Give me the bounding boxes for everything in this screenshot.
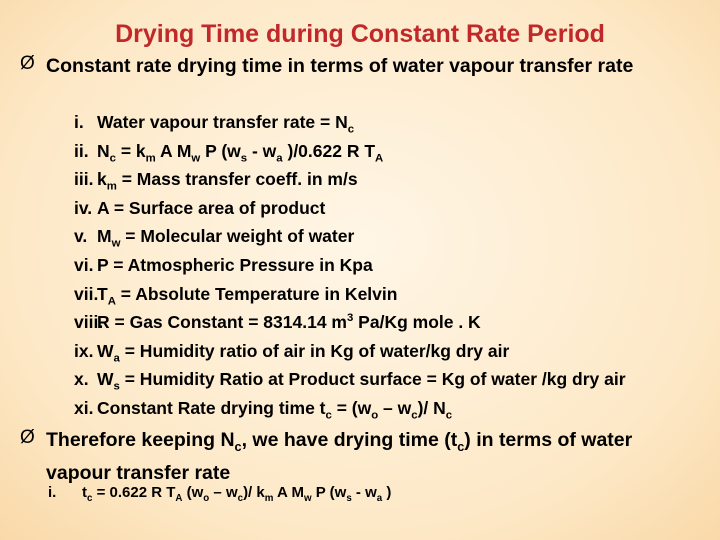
- text-run: = 0.622 R T: [92, 484, 176, 501]
- item-text: Constant Rate drying time tc = (wo – wc)…: [97, 398, 452, 422]
- item-text: Ws = Humidity Ratio at Product surface =…: [97, 369, 626, 393]
- text-run: (w: [182, 484, 204, 501]
- text-run: , we have drying time (t: [241, 429, 458, 451]
- text-run: Therefore keeping N: [46, 429, 235, 451]
- text-run: k: [97, 169, 107, 190]
- item-number: i.: [74, 112, 84, 132]
- item-number: viii.: [74, 312, 104, 333]
- bullet-arrow: Ø: [20, 427, 35, 448]
- subscript: a: [113, 352, 120, 365]
- subscript: c: [87, 493, 93, 504]
- text-run: = Molecular weight of water: [120, 226, 355, 247]
- subscript: c: [411, 409, 418, 422]
- text-run: M: [97, 226, 112, 247]
- text-run: = Absolute Temperature in Kelvin: [115, 283, 398, 304]
- subscript: w: [111, 237, 121, 250]
- text-run: T: [97, 283, 108, 304]
- subscript: A: [175, 493, 183, 504]
- item-number: iv.: [74, 197, 93, 218]
- subscript: A: [375, 152, 384, 165]
- item-number: v.: [74, 226, 88, 247]
- text-run: ): [382, 484, 392, 501]
- text-run: = (w: [331, 398, 372, 418]
- subscript: s: [346, 493, 352, 504]
- text-run: P (w: [311, 484, 347, 501]
- subscript: a: [376, 493, 383, 504]
- item-text: P = Atmospheric Pressure in Kpa: [97, 255, 373, 276]
- item-text: TA = Absolute Temperature in Kelvin: [97, 284, 397, 308]
- text-run: - w: [351, 484, 377, 501]
- slide-title: Drying Time during Constant Rate Period: [115, 20, 605, 48]
- item-text: Nc = km A Mw P (ws - wa )/0.622 R TA: [97, 141, 383, 165]
- text-run: Constant Rate drying time t: [97, 398, 326, 418]
- text-run: A M: [273, 484, 304, 501]
- subscript: m: [264, 493, 274, 504]
- item-number: ix.: [74, 340, 94, 361]
- subscript: c: [109, 152, 116, 165]
- subscript: c: [237, 493, 244, 504]
- item-number: i.: [48, 484, 57, 501]
- text-run: P (w: [200, 140, 241, 161]
- text-run: Water vapour transfer rate = N: [97, 112, 348, 132]
- text-run: A = Surface area of product: [97, 197, 326, 218]
- item-number: iii.: [74, 169, 94, 190]
- subscript: a: [276, 152, 283, 165]
- text-run: W: [97, 369, 114, 390]
- subscript: c: [445, 409, 453, 422]
- subscript: s: [113, 380, 120, 393]
- item-number: x.: [74, 369, 89, 390]
- text-run: = Humidity ratio of air in Kg of water/k…: [119, 340, 510, 361]
- bullet-text: Therefore keeping Nc, we have drying tim…: [46, 427, 686, 486]
- text-run: t: [82, 484, 87, 501]
- text-run: = Humidity Ratio at Product surface = Kg…: [119, 369, 626, 390]
- item-number: vii.: [74, 283, 99, 304]
- subscript: w: [191, 152, 201, 165]
- item-text: Water vapour transfer rate = Nc: [97, 112, 354, 136]
- item-text: R = Gas Constant = 8314.14 m3 Pa/Kg mole…: [97, 312, 481, 333]
- subscript: m: [106, 180, 117, 193]
- text-run: Pa/Kg mole . K: [353, 312, 481, 333]
- item-number: ii.: [74, 140, 89, 161]
- subscript: c: [347, 123, 355, 136]
- text-run: P = Atmospheric Pressure in Kpa: [97, 255, 373, 275]
- item-text: Mw = Molecular weight of water: [97, 226, 354, 250]
- subscript: w: [303, 493, 312, 504]
- subscript: A: [107, 295, 116, 308]
- item-text: tc = 0.622 R TA (wo – wc)/ km A Mw P (ws…: [82, 484, 391, 504]
- item-number: xi.: [74, 398, 94, 418]
- item-number: vi.: [74, 255, 94, 275]
- text-run: ) in terms of water vapour transfer rate: [46, 429, 633, 484]
- superscript: 3: [346, 312, 354, 325]
- item-text: A = Surface area of product: [97, 198, 325, 219]
- subscript: s: [240, 152, 248, 165]
- subscript: m: [145, 152, 156, 165]
- text-run: A M: [155, 140, 192, 161]
- text-run: – w: [378, 398, 412, 418]
- text-run: - w: [247, 140, 277, 161]
- text-run: W: [97, 340, 114, 361]
- text-run: )/ N: [417, 398, 446, 418]
- subscript: c: [325, 409, 332, 422]
- bullet-text: Constant rate drying time in terms of wa…: [46, 53, 686, 79]
- subscript: c: [457, 439, 465, 454]
- text-run: )/0.622 R T: [282, 140, 376, 161]
- text-run: – w: [209, 484, 238, 501]
- item-text: Wa = Humidity ratio of air in Kg of wate…: [97, 341, 509, 365]
- bullet-arrow: Ø: [20, 53, 35, 74]
- text-run: )/ k: [243, 484, 265, 501]
- text-run: Constant rate drying time in terms of wa…: [46, 55, 634, 77]
- subscript: o: [203, 493, 210, 504]
- subscript: c: [234, 439, 242, 454]
- subscript: o: [371, 409, 379, 422]
- text-run: N: [97, 140, 110, 161]
- text-run: R = Gas Constant = 8314.14 m: [97, 312, 347, 333]
- item-text: km = Mass transfer coeff. in m/s: [97, 169, 358, 193]
- text-run: = k: [115, 140, 146, 161]
- text-run: = Mass transfer coeff. in m/s: [116, 169, 358, 190]
